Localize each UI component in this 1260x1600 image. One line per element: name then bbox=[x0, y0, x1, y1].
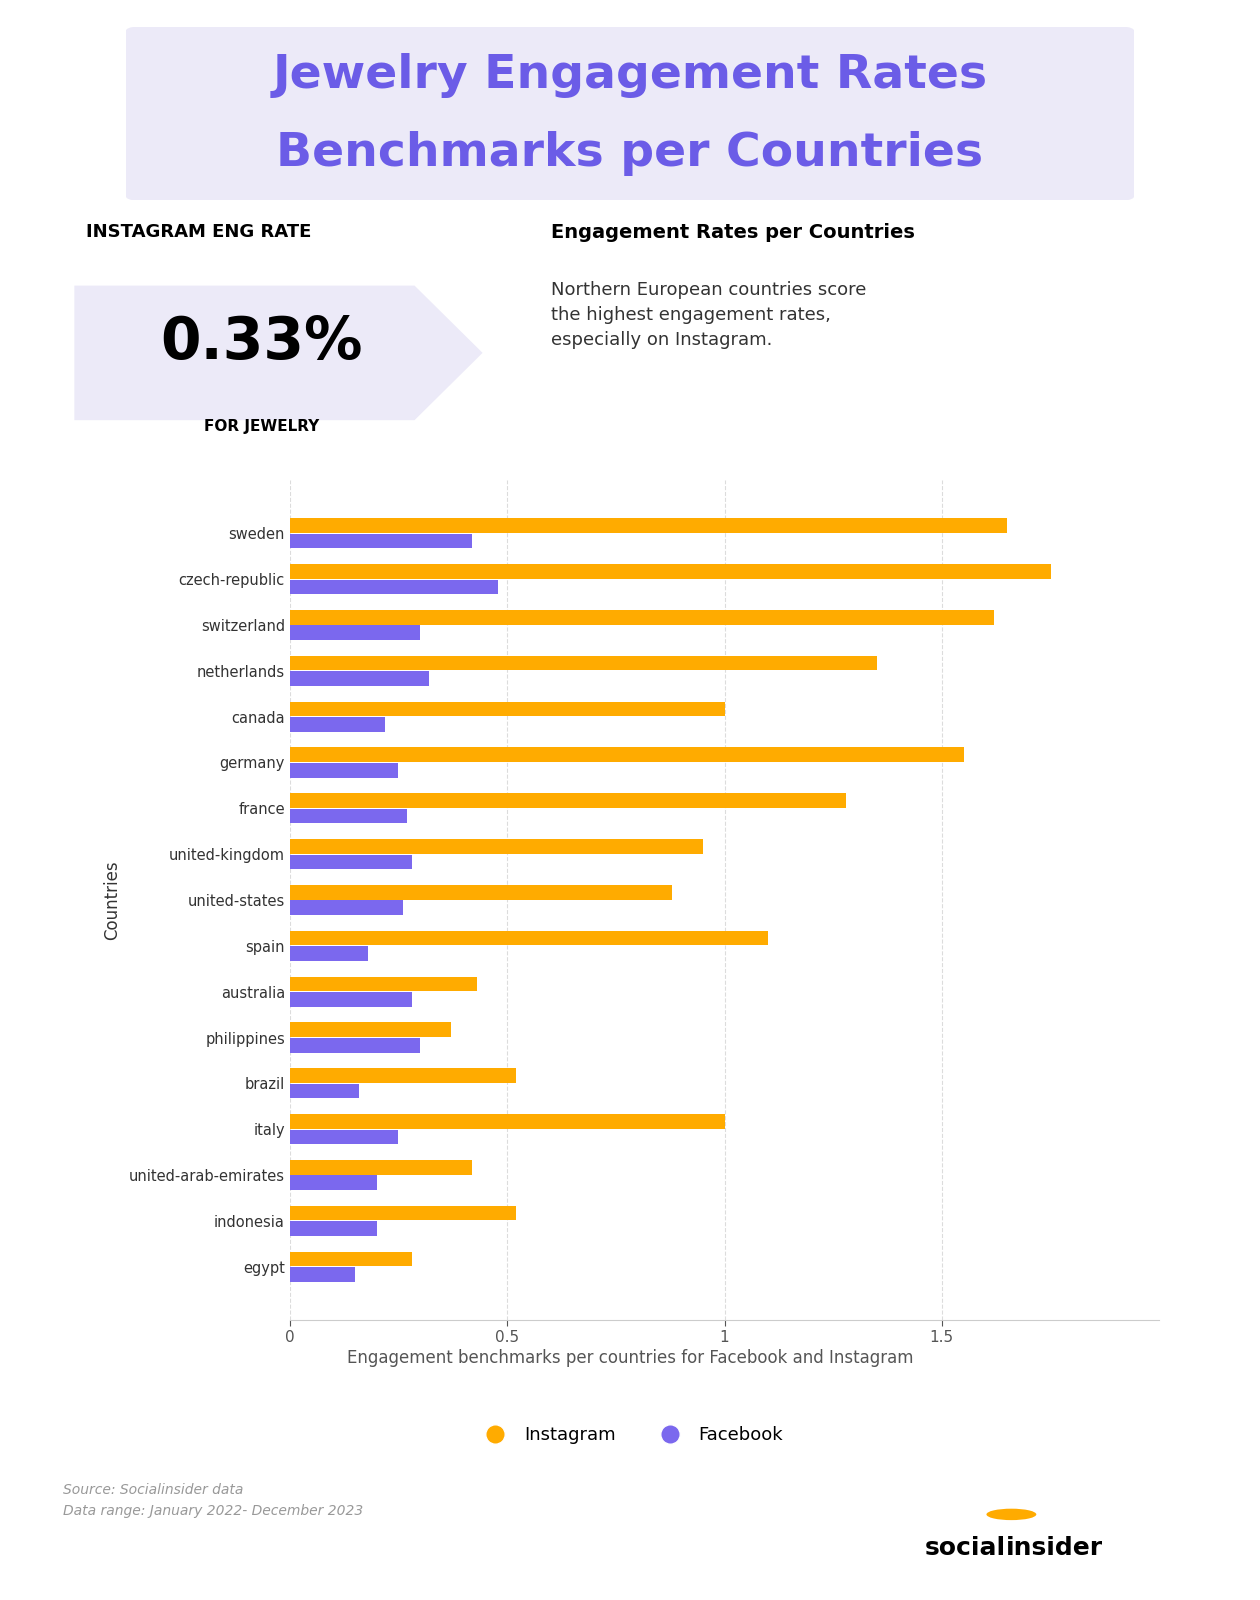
Legend: Instagram, Facebook: Instagram, Facebook bbox=[470, 1419, 790, 1451]
Bar bbox=[290, 931, 769, 946]
Bar bbox=[290, 1206, 515, 1221]
Text: Benchmarks per Countries: Benchmarks per Countries bbox=[276, 131, 984, 176]
Bar bbox=[290, 1038, 420, 1053]
Bar bbox=[290, 794, 847, 808]
Bar bbox=[290, 656, 877, 670]
Bar bbox=[290, 976, 476, 992]
Bar bbox=[290, 1114, 724, 1128]
Bar bbox=[290, 1022, 451, 1037]
Bar bbox=[290, 1267, 355, 1282]
Text: Jewelry Engagement Rates: Jewelry Engagement Rates bbox=[272, 53, 988, 98]
Text: Engagement benchmarks per countries for Facebook and Instagram: Engagement benchmarks per countries for … bbox=[346, 1349, 914, 1368]
Y-axis label: Countries: Countries bbox=[103, 861, 121, 939]
Bar bbox=[290, 1176, 377, 1190]
Bar bbox=[290, 1251, 412, 1266]
Bar bbox=[290, 1221, 377, 1235]
Bar bbox=[290, 610, 994, 624]
Bar bbox=[290, 534, 472, 549]
Text: Source: Socialinsider data
Data range: January 2022- December 2023: Source: Socialinsider data Data range: J… bbox=[63, 1483, 363, 1518]
Bar bbox=[290, 808, 407, 824]
Text: 0.33%: 0.33% bbox=[160, 314, 363, 371]
Bar bbox=[290, 885, 673, 899]
Bar bbox=[290, 565, 1051, 579]
Bar bbox=[290, 701, 724, 717]
Bar bbox=[290, 992, 412, 1006]
Bar bbox=[290, 626, 420, 640]
Text: FOR JEWELRY: FOR JEWELRY bbox=[204, 419, 319, 434]
Text: insider: insider bbox=[1005, 1536, 1102, 1560]
Text: Engagement Rates per Countries: Engagement Rates per Countries bbox=[551, 222, 915, 242]
Polygon shape bbox=[74, 285, 483, 421]
Bar bbox=[290, 1130, 398, 1144]
Circle shape bbox=[987, 1509, 1036, 1520]
Text: Northern European countries score
the highest engagement rates,
especially on In: Northern European countries score the hi… bbox=[551, 282, 866, 349]
Bar bbox=[290, 946, 368, 962]
Bar bbox=[290, 717, 386, 731]
Bar bbox=[290, 854, 412, 869]
Bar bbox=[290, 1069, 515, 1083]
Bar bbox=[290, 747, 964, 762]
Bar bbox=[290, 579, 499, 594]
Bar bbox=[290, 763, 398, 778]
Text: social: social bbox=[925, 1536, 1005, 1560]
FancyBboxPatch shape bbox=[126, 26, 1134, 202]
Bar bbox=[290, 672, 428, 686]
Bar bbox=[290, 901, 403, 915]
Bar bbox=[290, 1160, 472, 1174]
Bar bbox=[290, 838, 703, 854]
Text: INSTAGRAM ENG RATE: INSTAGRAM ENG RATE bbox=[86, 222, 311, 242]
Bar bbox=[290, 518, 1007, 533]
Bar bbox=[290, 1083, 359, 1099]
